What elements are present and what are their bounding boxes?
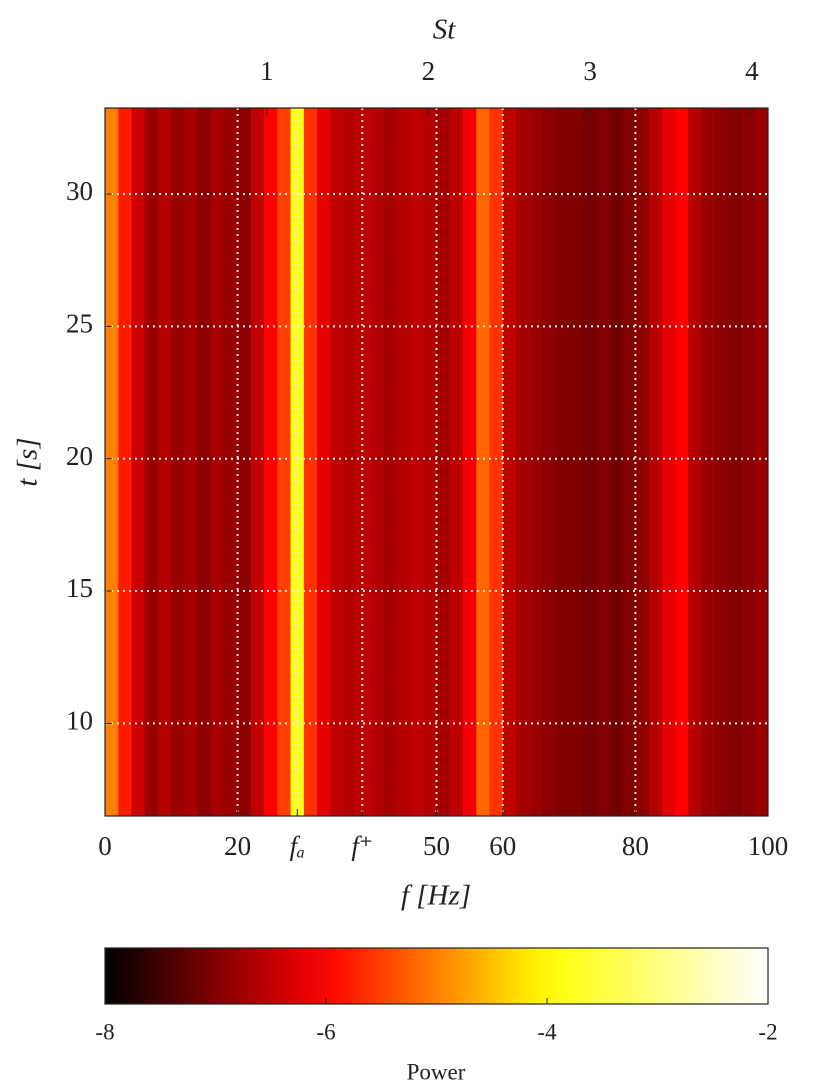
colorbar-tick-label: -2 (758, 1019, 777, 1044)
heat-cell (476, 108, 491, 816)
heat-cell (688, 108, 703, 816)
heat-cell (343, 108, 358, 816)
heat-cell (436, 108, 451, 816)
x-tick-label: 60 (489, 831, 516, 861)
heat-cell (542, 108, 557, 816)
heat-cell (237, 108, 252, 816)
heat-cell (622, 108, 636, 816)
heat-cell (463, 108, 477, 816)
heat-cell (648, 108, 663, 816)
heat-cell (608, 108, 623, 816)
y-tick-label: 10 (66, 706, 93, 736)
x2-tick-label: 2 (422, 56, 436, 86)
heat-cell (158, 108, 172, 816)
heat-cell (277, 108, 292, 816)
heat-cell (330, 108, 345, 816)
heat-cell (516, 108, 530, 816)
y-axis-label: t [s] (12, 437, 44, 486)
heat-cell (409, 108, 424, 816)
x-tick-label: 80 (622, 831, 649, 861)
heat-cell (144, 108, 159, 816)
heat-cell (661, 108, 676, 816)
x-axis-label: f [Hz] (401, 880, 471, 912)
heat-cell (569, 108, 583, 816)
heat-cell (449, 108, 464, 816)
heat-cell (197, 108, 212, 816)
colorbar-label: Power (407, 1059, 466, 1084)
heat-cell (396, 108, 411, 816)
heat-cell (635, 108, 650, 816)
plot-area (105, 108, 769, 816)
x-tick-label: 50 (423, 831, 450, 861)
heat-cell (675, 108, 689, 816)
x2-tick-label: 3 (583, 56, 597, 86)
x-tick-label: 100 (748, 831, 789, 861)
y-tick-label: 20 (66, 441, 93, 471)
x-tick-label: fₐ (290, 831, 305, 861)
y-tick-label: 30 (66, 176, 93, 206)
colorbar-tick-label: -6 (316, 1019, 335, 1044)
colorbar (104, 947, 769, 1005)
x2-tick-label: 1 (260, 56, 274, 86)
heat-cell (131, 108, 146, 816)
heat-cell (211, 108, 225, 816)
x-tick-label: 20 (224, 831, 251, 861)
heat-cell (555, 108, 570, 816)
y-tick-label: 25 (66, 309, 93, 339)
heat-cell (489, 108, 504, 816)
plot-frame (104, 107, 769, 817)
heat-cell (714, 108, 729, 816)
heat-cell (383, 108, 398, 816)
heat-cell (250, 108, 265, 816)
heat-cell (171, 108, 186, 816)
x2-axis-label: St (433, 14, 457, 46)
heat-cell (370, 108, 384, 816)
x-tick-label: f⁺ (351, 831, 373, 861)
heat-cell (728, 108, 742, 816)
colorbar-tick-label: -8 (95, 1019, 114, 1044)
heat-cell (184, 108, 199, 816)
heat-cell (224, 108, 239, 816)
heat-cell (754, 108, 769, 816)
heat-cell (356, 108, 371, 816)
heat-cell (582, 108, 597, 816)
heat-cell (105, 108, 119, 816)
colorbar-tick-label: -4 (537, 1019, 557, 1044)
y-tick-label: 15 (66, 573, 93, 603)
heat-cell (264, 108, 278, 816)
x2-tick-label: 4 (745, 56, 759, 86)
heat-cell (701, 108, 716, 816)
heat-cell (741, 108, 756, 816)
heat-cell (595, 108, 610, 816)
heat-cell (502, 108, 517, 816)
heat-cell (317, 108, 331, 816)
heat-cell (423, 108, 437, 816)
heat-cell (118, 108, 133, 816)
heat-cell (529, 108, 544, 816)
heat-cell (303, 108, 318, 816)
x-tick-label: 0 (98, 831, 112, 861)
